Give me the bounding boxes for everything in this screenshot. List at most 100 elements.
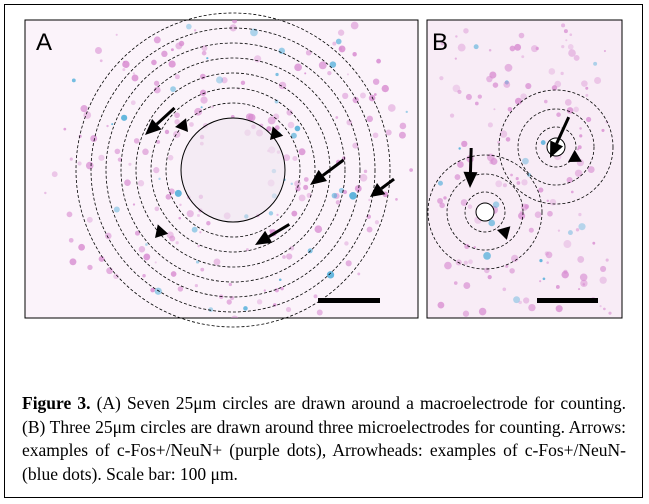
cell <box>543 277 546 280</box>
cell <box>373 132 379 138</box>
cell <box>200 74 206 80</box>
cell <box>455 174 461 180</box>
cell <box>169 236 175 242</box>
cell <box>314 294 318 298</box>
cell <box>269 211 273 215</box>
cell <box>461 141 467 147</box>
cell <box>558 230 560 232</box>
cell <box>179 204 181 206</box>
cell <box>367 227 373 233</box>
cell <box>556 305 563 312</box>
cell <box>241 81 245 85</box>
cell <box>275 73 278 76</box>
cell <box>176 241 179 244</box>
cell <box>214 258 221 265</box>
cell <box>123 61 125 63</box>
cell <box>581 80 588 87</box>
cell <box>295 126 301 132</box>
cell <box>169 188 175 194</box>
cell <box>497 141 500 144</box>
cell <box>525 83 531 89</box>
cell <box>463 282 470 289</box>
cell <box>349 192 357 200</box>
cell <box>191 351 194 354</box>
cell <box>510 46 516 52</box>
panel-label: A <box>36 29 52 56</box>
cell <box>511 255 518 262</box>
cell <box>226 339 233 346</box>
cell <box>535 211 542 218</box>
cell <box>466 94 472 100</box>
cell <box>517 181 521 185</box>
cell <box>592 242 595 245</box>
cell <box>489 49 492 52</box>
cell <box>561 23 565 27</box>
cell <box>52 171 58 177</box>
cell <box>503 183 507 187</box>
cell <box>529 228 534 233</box>
cell <box>409 168 413 172</box>
cell <box>488 122 493 127</box>
cell <box>194 29 196 31</box>
cell <box>299 195 306 202</box>
cell <box>106 267 113 274</box>
cell <box>538 188 543 193</box>
cell <box>488 275 492 279</box>
cell <box>286 253 292 259</box>
cell <box>352 52 356 56</box>
cell <box>505 64 513 72</box>
cell <box>364 170 367 173</box>
cell <box>288 122 295 129</box>
cell <box>254 55 261 62</box>
cell <box>468 204 473 209</box>
cell <box>519 33 525 39</box>
cell <box>122 68 125 71</box>
cell <box>344 241 348 245</box>
cell <box>98 155 104 161</box>
cell <box>539 259 542 262</box>
cell <box>121 115 127 121</box>
cell <box>95 47 102 54</box>
cell <box>608 312 611 315</box>
cell <box>155 206 160 211</box>
cell <box>577 256 584 263</box>
cell <box>556 112 561 117</box>
cell <box>111 123 113 125</box>
cell <box>443 196 446 199</box>
cell <box>386 130 392 136</box>
cell <box>143 254 150 261</box>
cell <box>200 268 204 272</box>
cell <box>116 34 118 36</box>
cell <box>568 49 576 57</box>
cell <box>151 60 157 66</box>
cell <box>439 203 445 209</box>
cell <box>132 75 139 82</box>
cell <box>72 78 76 82</box>
cell <box>600 266 606 272</box>
cell <box>493 108 495 110</box>
cell <box>368 199 370 201</box>
cell <box>190 16 192 18</box>
cell <box>292 156 297 161</box>
cell <box>286 307 291 312</box>
cell <box>155 288 162 295</box>
cell <box>131 100 136 105</box>
cell <box>568 230 573 235</box>
cell <box>275 288 279 292</box>
cell <box>78 244 85 251</box>
cell <box>564 29 568 33</box>
cell <box>475 102 479 106</box>
cell <box>568 44 574 50</box>
cell <box>124 179 131 186</box>
cell <box>210 0 212 1</box>
cell <box>569 33 572 36</box>
cell <box>186 24 192 30</box>
cell <box>142 149 149 156</box>
cell <box>450 113 454 117</box>
cell <box>192 227 198 233</box>
cell <box>544 100 548 104</box>
cell <box>585 94 588 97</box>
cell <box>546 251 553 258</box>
cell <box>603 308 606 311</box>
cell <box>521 55 524 58</box>
